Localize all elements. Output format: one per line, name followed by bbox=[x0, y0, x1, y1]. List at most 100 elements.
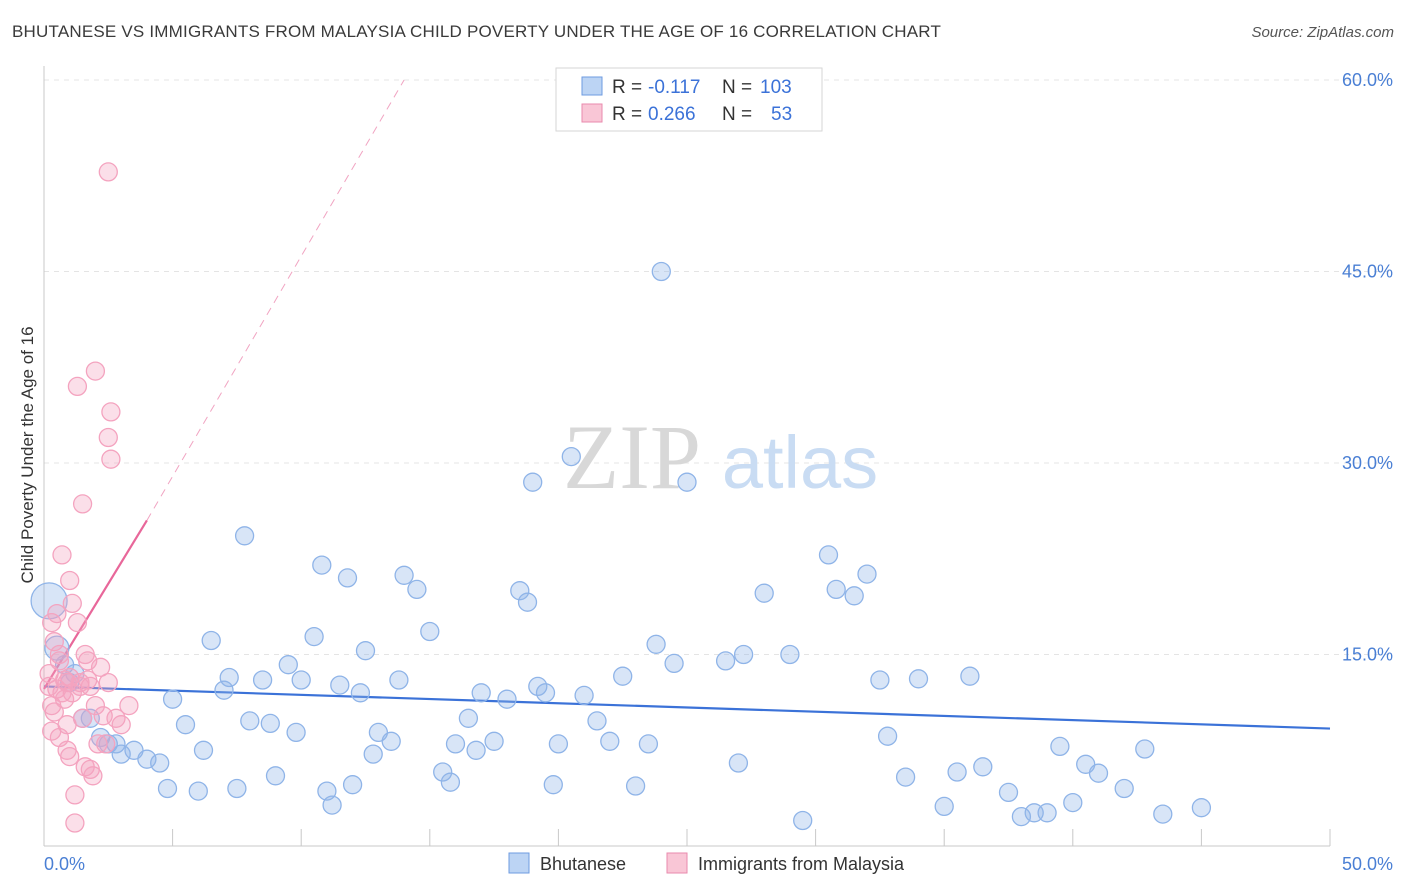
point-bhutanese-49 bbox=[445, 734, 466, 754]
watermark-atlas: atlas bbox=[722, 421, 878, 504]
point-malaysia-5 bbox=[44, 702, 64, 722]
point-malaysia-26 bbox=[72, 494, 93, 514]
point-bhutanese-53 bbox=[484, 731, 504, 751]
y-tick-label-30: 30.0% bbox=[1342, 453, 1393, 473]
point-bhutanese-86 bbox=[908, 669, 929, 689]
point-malaysia-52 bbox=[42, 721, 62, 741]
y-tick-label-60: 60.0% bbox=[1342, 70, 1393, 90]
point-bhutanese-37 bbox=[342, 775, 363, 795]
stats-r-label-1: R = bbox=[612, 77, 642, 98]
point-malaysia-45 bbox=[119, 695, 139, 716]
point-malaysia-35 bbox=[85, 695, 106, 716]
point-bhutanese-82 bbox=[857, 564, 877, 584]
point-bhutanese-78 bbox=[793, 810, 813, 831]
point-bhutanese-91 bbox=[998, 782, 1019, 803]
point-bhutanese-14 bbox=[157, 778, 178, 799]
point-bhutanese-51 bbox=[466, 740, 486, 760]
point-malaysia-8 bbox=[49, 651, 70, 671]
point-bhutanese-30 bbox=[291, 670, 311, 690]
trend-line-bhutanese bbox=[43, 685, 1331, 730]
point-malaysia-13 bbox=[54, 689, 75, 709]
point-malaysia-48 bbox=[70, 676, 90, 697]
point-bhutanese-98 bbox=[1088, 763, 1109, 783]
point-malaysia-3 bbox=[42, 612, 62, 633]
point-bhutanese-90 bbox=[973, 757, 993, 777]
point-malaysia-40 bbox=[98, 672, 118, 693]
point-bhutanese-96 bbox=[1063, 792, 1083, 813]
point-bhutanese-52 bbox=[471, 683, 491, 703]
point-bhutanese-16 bbox=[175, 715, 196, 735]
point-malaysia-10 bbox=[52, 545, 72, 565]
point-bhutanese-20 bbox=[214, 680, 234, 700]
chart-source: Source: ZipAtlas.com bbox=[1251, 24, 1394, 41]
point-bhutanese-84 bbox=[877, 726, 898, 746]
stats-n-value-1: 103 bbox=[760, 77, 792, 98]
stats-r-label-2: R = bbox=[612, 104, 642, 125]
point-bhutanese-27 bbox=[265, 766, 286, 786]
point-bhutanese-19 bbox=[201, 630, 221, 651]
point-bhutanese-65 bbox=[600, 731, 620, 751]
point-bhutanese-42 bbox=[381, 731, 401, 751]
point-bhutanese-83 bbox=[870, 670, 890, 690]
series-malaysia-points bbox=[39, 162, 139, 833]
point-bhutanese-43 bbox=[389, 670, 409, 690]
point-bhutanese-95 bbox=[1050, 736, 1070, 757]
point-malaysia-24 bbox=[67, 612, 88, 633]
point-malaysia-36 bbox=[88, 734, 108, 754]
x-tick-label-max: 50.0% bbox=[1342, 854, 1393, 874]
point-malaysia-46 bbox=[98, 162, 118, 182]
point-bhutanese-15 bbox=[162, 689, 183, 709]
point-bhutanese-88 bbox=[947, 762, 967, 782]
point-bhutanese-46 bbox=[420, 621, 440, 642]
point-malaysia-23 bbox=[67, 376, 88, 397]
point-bhutanese-75 bbox=[733, 644, 754, 665]
point-malaysia-18 bbox=[60, 746, 80, 767]
legend-swatch-bhutanese bbox=[508, 852, 530, 874]
watermark-zip: ZIP bbox=[563, 406, 701, 508]
point-bhutanese-34 bbox=[322, 795, 342, 815]
legend: Bhutanese Immigrants from Malaysia bbox=[508, 852, 905, 874]
point-bhutanese-29 bbox=[286, 722, 306, 743]
point-bhutanese-24 bbox=[240, 711, 260, 731]
point-malaysia-21 bbox=[65, 785, 85, 805]
point-malaysia-19 bbox=[62, 593, 82, 614]
point-bhutanese-64 bbox=[587, 711, 607, 731]
point-bhutanese-85 bbox=[895, 767, 916, 787]
point-malaysia-34 bbox=[85, 361, 106, 381]
point-bhutanese-55 bbox=[510, 581, 530, 601]
point-bhutanese-35 bbox=[330, 675, 350, 695]
point-bhutanese-92 bbox=[1011, 806, 1032, 827]
point-bhutanese-77 bbox=[780, 644, 800, 665]
point-bhutanese-68 bbox=[638, 734, 659, 754]
data-points bbox=[30, 162, 1212, 833]
point-bhutanese-56 bbox=[517, 592, 538, 612]
point-malaysia-50 bbox=[78, 651, 98, 671]
point-bhutanese-58 bbox=[528, 676, 548, 697]
point-bhutanese-72 bbox=[677, 472, 697, 492]
point-bhutanese-47 bbox=[433, 762, 453, 782]
point-bhutanese-54 bbox=[497, 689, 517, 709]
point-bhutanese-59 bbox=[535, 683, 556, 703]
point-bhutanese-23 bbox=[234, 526, 255, 546]
point-bhutanese-31 bbox=[304, 626, 324, 647]
point-malaysia-49 bbox=[49, 644, 70, 665]
point-malaysia-7 bbox=[47, 603, 67, 624]
y-tick-label-45: 45.0% bbox=[1342, 262, 1393, 282]
point-malaysia-20 bbox=[62, 683, 82, 703]
point-malaysia-44 bbox=[111, 715, 131, 735]
stats-n-label-1: N = bbox=[722, 77, 752, 98]
point-bhutanese-94 bbox=[1037, 803, 1057, 823]
axes bbox=[43, 66, 1331, 847]
series-bhutanese-points bbox=[30, 261, 1212, 831]
point-bhutanese-99 bbox=[1114, 778, 1134, 799]
trend-extension-malaysia bbox=[146, 79, 405, 521]
point-bhutanese-60 bbox=[543, 775, 563, 795]
point-bhutanese-80 bbox=[826, 579, 846, 600]
point-bhutanese-40 bbox=[363, 744, 383, 764]
point-bhutanese-100 bbox=[1135, 739, 1155, 759]
point-bhutanese-71 bbox=[664, 653, 684, 674]
stats-swatch-bhutanese bbox=[581, 76, 603, 96]
stats-r-value-2: 0.266 bbox=[648, 104, 696, 125]
point-bhutanese-36 bbox=[337, 568, 358, 588]
point-malaysia-43 bbox=[106, 708, 126, 728]
